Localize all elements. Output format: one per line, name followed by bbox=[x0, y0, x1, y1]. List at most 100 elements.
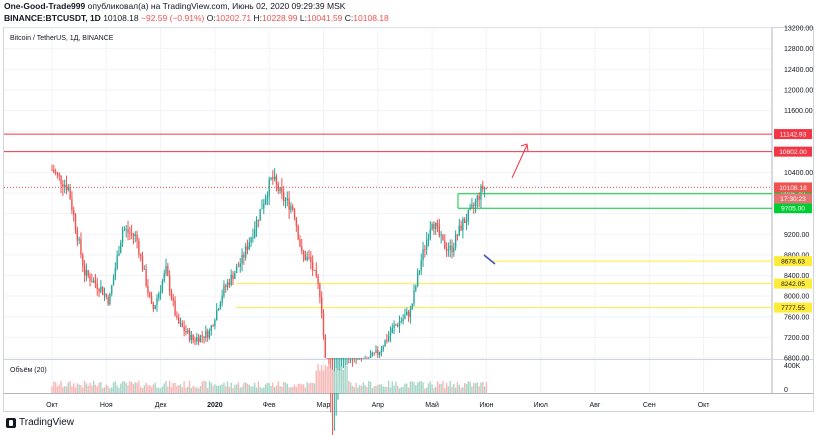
volume-bar bbox=[313, 383, 316, 393]
volume-bar bbox=[257, 381, 260, 393]
volume-bar bbox=[121, 381, 124, 393]
level-label: 7777.55 bbox=[781, 305, 805, 312]
price-change: −92.59 (−0.91%) bbox=[141, 13, 205, 23]
volume-bar bbox=[411, 381, 413, 393]
candle-body bbox=[391, 327, 393, 333]
open-label: O: bbox=[206, 13, 216, 23]
volume-bar bbox=[346, 365, 348, 393]
candle-body bbox=[194, 340, 196, 342]
x-tick-label: Авг bbox=[590, 402, 601, 409]
candle-body bbox=[150, 295, 153, 304]
candle-body bbox=[136, 234, 138, 241]
volume-bar bbox=[219, 385, 222, 393]
candle-body bbox=[145, 269, 147, 286]
volume-bar bbox=[431, 384, 433, 393]
volume-bar bbox=[250, 386, 252, 393]
candle-body bbox=[304, 254, 307, 261]
volume-bar bbox=[366, 387, 368, 393]
volume-bar bbox=[333, 371, 336, 393]
volume-bar bbox=[96, 386, 98, 393]
volume-bar bbox=[176, 385, 178, 393]
candle-body bbox=[263, 204, 265, 209]
volume-bar bbox=[286, 383, 288, 393]
volume-bar bbox=[471, 386, 473, 393]
volume-bar bbox=[447, 386, 450, 393]
candle-body bbox=[232, 274, 234, 280]
candle-body bbox=[167, 266, 169, 276]
volume-bar bbox=[223, 382, 225, 393]
volume-bar bbox=[196, 387, 198, 393]
candle-body bbox=[384, 340, 386, 347]
volume-bar bbox=[203, 380, 205, 393]
candle-body bbox=[85, 270, 88, 276]
candle-body bbox=[431, 224, 433, 230]
volume-bar bbox=[141, 388, 144, 393]
volume-bar bbox=[225, 386, 227, 393]
candle-body bbox=[389, 332, 392, 336]
volume-bar bbox=[360, 386, 363, 393]
candle-body bbox=[62, 184, 64, 187]
volume-bar bbox=[76, 383, 79, 393]
volume-bar bbox=[400, 387, 403, 393]
candle-body bbox=[474, 200, 477, 206]
candle-body bbox=[373, 352, 375, 354]
candle-body bbox=[170, 291, 173, 299]
candle-body bbox=[407, 311, 410, 317]
candle-body bbox=[447, 249, 450, 251]
volume-bar bbox=[150, 387, 153, 393]
volume-bar bbox=[147, 385, 149, 393]
candle-body bbox=[82, 254, 84, 267]
volume-bar bbox=[163, 383, 165, 393]
volume-bar bbox=[149, 385, 151, 393]
candle-body bbox=[340, 358, 343, 359]
y-tick-label: 7200.00 bbox=[784, 335, 809, 342]
candle-body bbox=[330, 358, 332, 359]
volume-bar bbox=[51, 386, 53, 393]
volume-bar bbox=[398, 388, 401, 393]
volume-bar bbox=[69, 381, 71, 393]
candle-body bbox=[451, 245, 453, 253]
volume-bar bbox=[395, 381, 397, 393]
candle-body bbox=[433, 224, 435, 230]
volume-bar bbox=[254, 382, 256, 393]
volume-bar bbox=[270, 385, 272, 393]
level-label: 11142.93 bbox=[780, 132, 807, 139]
candle-body bbox=[369, 355, 372, 358]
candle-body bbox=[217, 308, 220, 310]
volume-bar bbox=[161, 386, 164, 393]
volume-label: Объём (20) bbox=[10, 366, 47, 374]
volume-bar bbox=[109, 388, 111, 393]
volume-bar bbox=[409, 381, 412, 393]
volume-bar bbox=[355, 382, 357, 393]
volume-bar bbox=[480, 382, 482, 393]
volume-bar bbox=[320, 365, 323, 393]
candle-body bbox=[270, 177, 272, 180]
volume-bar bbox=[92, 380, 95, 393]
volume-bar bbox=[179, 384, 182, 393]
volume-bar bbox=[344, 365, 346, 393]
level-label: 9705.00 bbox=[781, 206, 805, 213]
candle-body bbox=[259, 209, 261, 221]
volume-bar bbox=[170, 387, 173, 393]
volume-bar bbox=[91, 385, 93, 393]
candle-body bbox=[134, 234, 136, 236]
volume-bar bbox=[214, 384, 216, 393]
volume-bar bbox=[297, 383, 299, 393]
brand-logo[interactable]: TradingView bbox=[6, 417, 74, 428]
volume-bar bbox=[362, 382, 365, 393]
volume-bar bbox=[62, 386, 64, 393]
candle-body bbox=[368, 358, 370, 359]
author-name[interactable]: One-Good-Trade999 bbox=[4, 1, 86, 11]
volume-bar bbox=[310, 382, 312, 393]
candle-body bbox=[320, 297, 323, 313]
volume-bar bbox=[375, 385, 377, 393]
volume-bar bbox=[413, 382, 415, 393]
candle-body bbox=[118, 253, 120, 256]
x-tick-label: Фев bbox=[263, 402, 276, 409]
candle-body bbox=[78, 239, 80, 241]
volume-bar bbox=[463, 383, 466, 393]
candle-body bbox=[485, 187, 488, 189]
volume-bar bbox=[302, 384, 305, 393]
volume-bar bbox=[456, 382, 459, 393]
